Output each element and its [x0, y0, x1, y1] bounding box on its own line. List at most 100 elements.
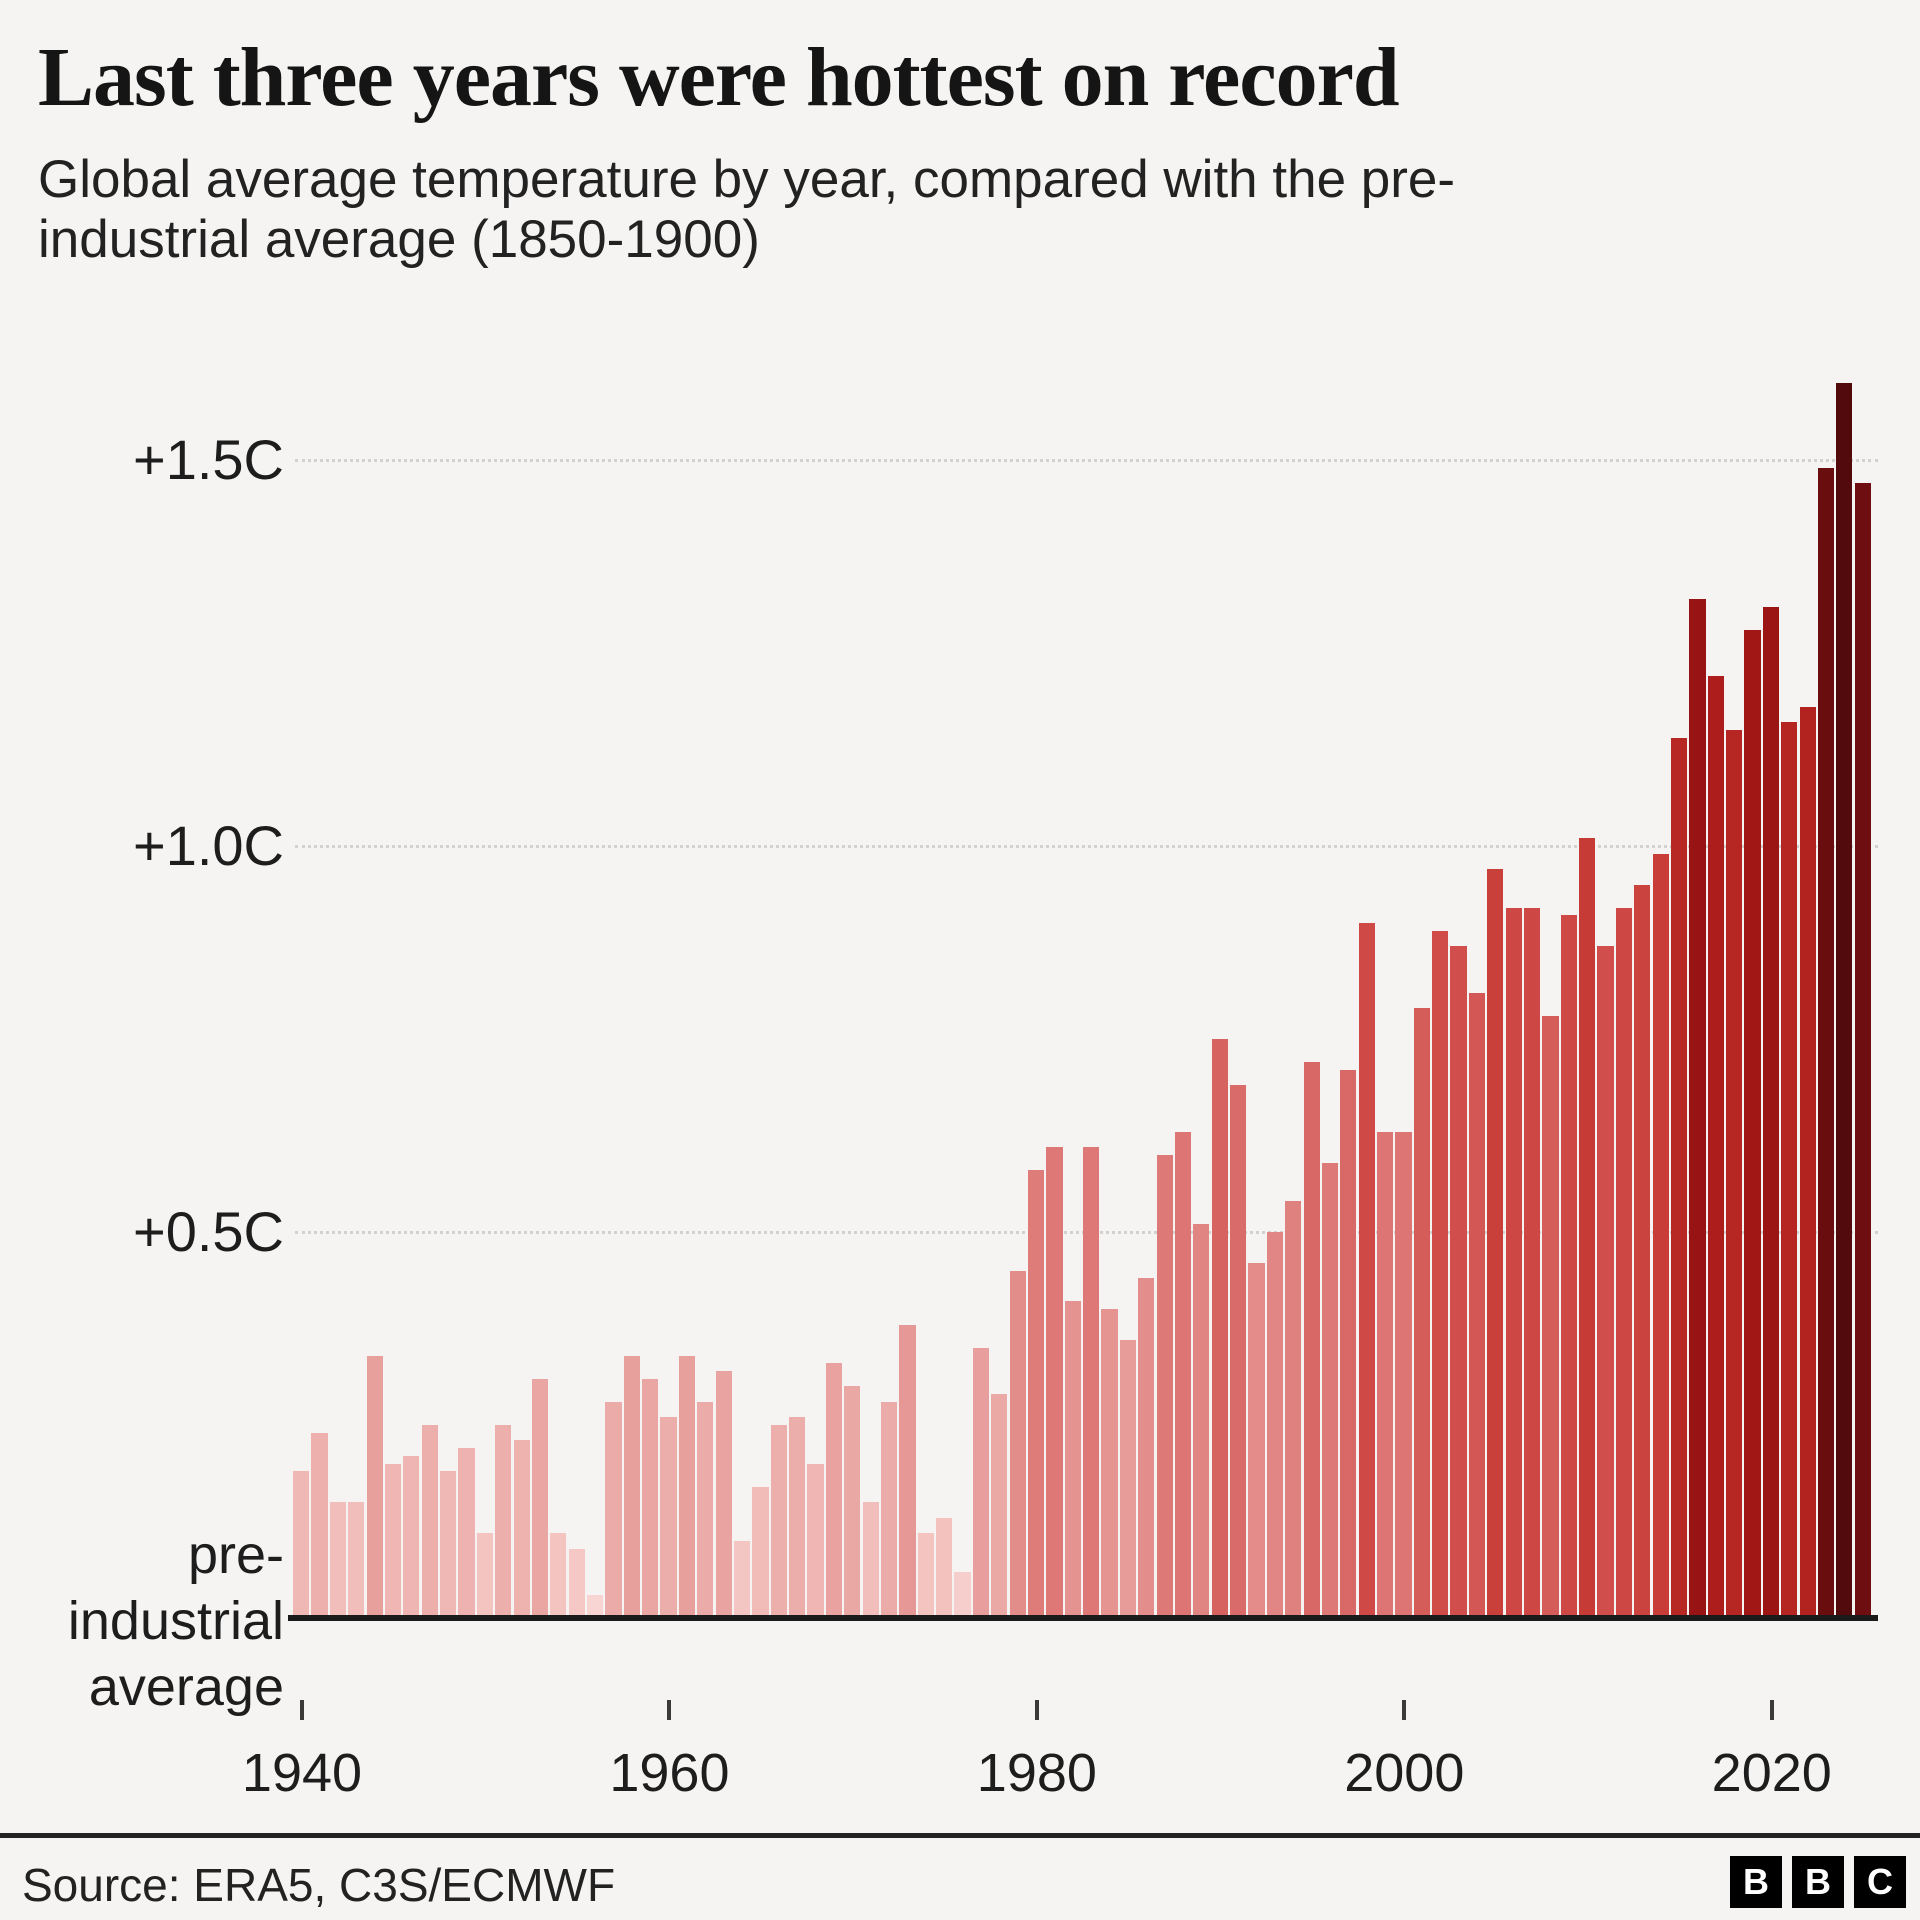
bar-2023: [1817, 468, 1835, 1618]
bbc-logo-letter-C: C: [1854, 1856, 1906, 1908]
bar-1982: [1064, 1301, 1081, 1618]
bar-1940: [293, 1471, 310, 1618]
x-tick-2020: [1769, 1700, 1774, 1720]
bar-1975: [936, 1518, 953, 1618]
bbc-logo-letter-B: B: [1730, 1856, 1782, 1908]
bar-2013: [1634, 885, 1651, 1618]
bar-2006: [1505, 908, 1522, 1618]
bar-1950: [476, 1533, 493, 1618]
bar-1949: [458, 1448, 475, 1618]
bar-1998: [1358, 923, 1375, 1618]
bar-2021: [1781, 722, 1798, 1618]
bar-1967: [789, 1417, 806, 1618]
bar-1959: [642, 1379, 659, 1618]
y-axis-label-+1.0C: +1.0C: [133, 814, 284, 877]
source-text: Source: ERA5, C3S/ECMWF: [22, 1859, 616, 1911]
bbc-logo-letter-B: B: [1792, 1856, 1844, 1908]
bar-1993: [1266, 1232, 1283, 1618]
bar-1976: [954, 1572, 971, 1618]
bar-2001: [1413, 1008, 1430, 1618]
bar-1944: [366, 1356, 383, 1618]
bar-2022: [1799, 707, 1816, 1618]
bar-1990: [1211, 1039, 1228, 1618]
x-tick-label-1960: 1960: [609, 1743, 730, 1803]
bar-2000: [1395, 1132, 1412, 1618]
bar-2004: [1468, 993, 1486, 1618]
bar-2014: [1652, 854, 1669, 1618]
bar-1994: [1285, 1201, 1302, 1618]
baseline-label-line: average: [88, 1657, 284, 1717]
bar-1947: [421, 1425, 438, 1618]
bar-1988: [1174, 1132, 1192, 1618]
bar-2025: [1854, 483, 1871, 1618]
bar-1948: [440, 1471, 457, 1618]
bar-1995: [1303, 1062, 1320, 1618]
bar-2010: [1579, 838, 1596, 1618]
bar-1992: [1248, 1263, 1265, 1618]
gridline-+1.5C: [295, 459, 1878, 462]
chart-subtitle: Global average temperature by year, comp…: [38, 150, 1598, 270]
x-axis-line: [288, 1615, 1878, 1621]
bar-1955: [568, 1549, 585, 1618]
bar-1943: [348, 1502, 365, 1618]
bar-1997: [1340, 1070, 1357, 1618]
bar-2016: [1689, 599, 1706, 1618]
bar-1986: [1138, 1278, 1155, 1618]
x-tick-label-2000: 2000: [1344, 1743, 1465, 1803]
bar-1970: [844, 1386, 861, 1618]
bar-1979: [1009, 1271, 1026, 1618]
bar-1946: [403, 1456, 420, 1618]
x-tick-2000: [1402, 1700, 1407, 1720]
chart-subtitle-line2: industrial average (1850-1900): [38, 210, 760, 269]
bar-1966: [770, 1425, 787, 1618]
bar-2015: [1670, 738, 1688, 1618]
x-tick-label-2020: 2020: [1711, 1743, 1832, 1803]
bar-2024: [1836, 383, 1853, 1618]
bar-1985: [1119, 1340, 1136, 1618]
bar-1969: [825, 1363, 843, 1618]
bar-2017: [1707, 676, 1724, 1618]
bar-1961: [678, 1356, 696, 1618]
footer-divider: [0, 1833, 1920, 1838]
bar-1954: [550, 1533, 567, 1618]
bar-2002: [1432, 931, 1449, 1618]
x-tick-label-1980: 1980: [976, 1743, 1097, 1803]
bar-1958: [623, 1356, 640, 1618]
bar-1953: [531, 1379, 549, 1618]
bar-1973: [899, 1325, 916, 1618]
bar-2011: [1597, 946, 1614, 1618]
bar-2003: [1450, 946, 1467, 1618]
baseline-label-pre-industrial-average: pre-industrial average: [14, 1522, 284, 1720]
x-tick-1940: [300, 1700, 304, 1720]
bar-1968: [807, 1464, 824, 1618]
y-axis-label-+1.5C: +1.5C: [133, 428, 284, 491]
bar-1941: [311, 1433, 328, 1618]
bar-2007: [1523, 908, 1541, 1618]
bar-1977: [972, 1348, 990, 1618]
bar-1964: [733, 1541, 751, 1618]
chart-title: Last three years were hottest on record: [38, 31, 1400, 124]
bar-1999: [1376, 1132, 1394, 1618]
bar-1996: [1321, 1163, 1339, 1618]
gridline-+1.0C: [295, 845, 1878, 848]
bar-1980: [1027, 1170, 1045, 1618]
baseline-label-line: industrial: [67, 1591, 284, 1651]
bar-1978: [991, 1394, 1008, 1618]
bar-2008: [1542, 1016, 1559, 1618]
bar-1989: [1193, 1224, 1210, 1618]
bar-1972: [880, 1402, 898, 1618]
bar-1942: [329, 1502, 346, 1618]
bar-1987: [1156, 1155, 1173, 1618]
bar-1984: [1101, 1309, 1118, 1618]
bar-1951: [495, 1425, 512, 1618]
bar-1983: [1083, 1147, 1100, 1618]
bar-1965: [752, 1487, 769, 1618]
bar-2012: [1615, 908, 1633, 1618]
baseline-label-line: pre-: [187, 1525, 284, 1585]
bar-1991: [1230, 1085, 1247, 1618]
bar-1956: [587, 1595, 604, 1618]
bar-1945: [384, 1464, 402, 1618]
